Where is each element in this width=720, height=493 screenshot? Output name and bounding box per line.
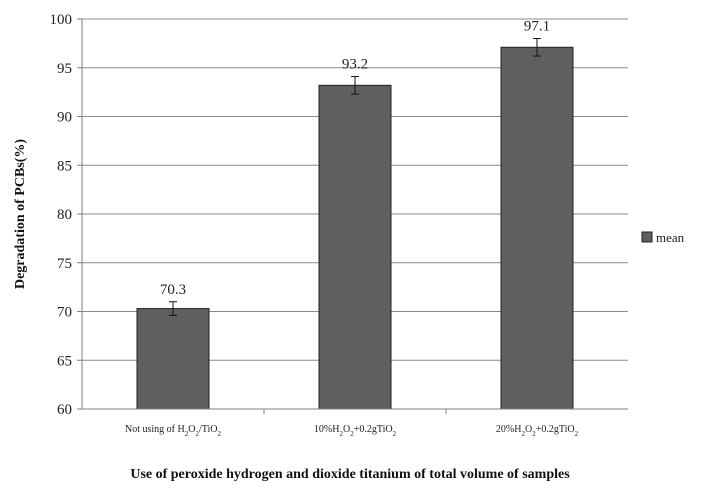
x-tick-labels: Not using of H2O2/TiO2 10%H2O2+0.2gTiO2 20… — [125, 409, 579, 438]
x-tick-label: 10%H2O2+0.2gTiO2 — [314, 424, 397, 438]
y-axis-title: Degradation of PCBs(%) — [13, 139, 28, 289]
bar — [136, 308, 210, 410]
y-tick-label: 80 — [57, 207, 72, 223]
y-tick-labels: 60 65 70 75 80 85 90 95 100 — [50, 12, 82, 418]
legend-swatch-mean — [641, 231, 653, 243]
y-tick-label: 95 — [57, 61, 72, 77]
data-label: 97.1 — [524, 19, 550, 35]
legend-label-mean: mean — [656, 230, 685, 245]
y-tick-label: 70 — [57, 305, 72, 321]
bar — [500, 46, 574, 410]
data-label: 93.2 — [342, 57, 368, 73]
legend: mean — [641, 230, 685, 245]
y-tick-label: 65 — [57, 353, 72, 369]
y-tick-label: 85 — [57, 158, 72, 174]
y-tick-label: 60 — [57, 402, 72, 418]
error-bars — [169, 38, 541, 316]
data-label: 70.3 — [160, 282, 186, 298]
data-labels: 70.3 93.2 97.1 — [160, 19, 550, 298]
x-tick-label: Not using of H2O2/TiO2 — [125, 424, 222, 438]
y-tick-label: 90 — [57, 110, 72, 126]
x-axis-title: Use of peroxide hydrogen and dioxide tit… — [130, 467, 570, 482]
bars — [136, 46, 574, 410]
bar — [318, 84, 392, 410]
y-tick-label: 100 — [50, 12, 73, 28]
x-tick-label: 20%H2O2+0.2gTiO2 — [496, 424, 579, 438]
y-tick-label: 75 — [57, 256, 72, 272]
